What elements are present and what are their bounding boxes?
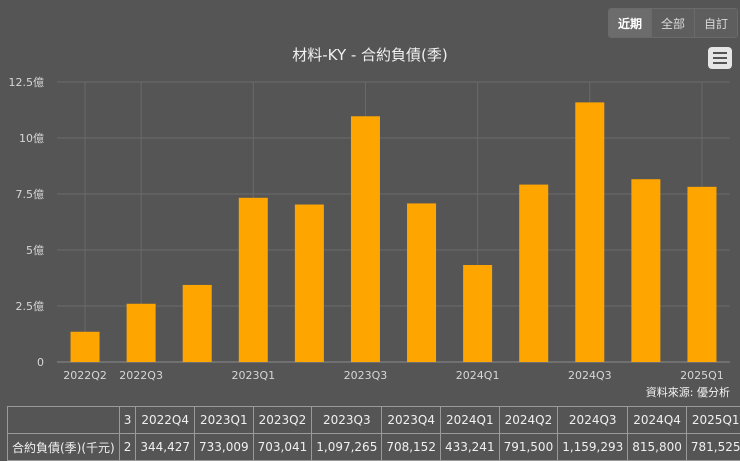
table-cell: 1,159,293	[557, 433, 629, 461]
table-header-cell: 2023Q3	[311, 406, 383, 434]
bar-2023Q1	[238, 197, 268, 362]
x-tick-label: 2022Q2	[63, 369, 107, 382]
x-tick-label: 2025Q1	[680, 369, 724, 382]
table-cell: 433,241	[439, 433, 500, 461]
table-header-cell: 2023Q1	[194, 406, 254, 434]
range-all-button[interactable]: 全部	[651, 9, 694, 37]
table-header-cell: 2025Q1	[685, 406, 740, 434]
table-row: 合約負債(季)(千元) 2 344,427 733,009 703,041 1,097,2…	[7, 433, 740, 461]
table-cell: 1,097,265	[311, 433, 383, 461]
table-header-cell: 2024Q1	[439, 406, 500, 434]
bar-2022Q4	[182, 284, 212, 362]
table-header-cell	[7, 406, 120, 434]
table-header-cell: 2024Q4	[627, 406, 687, 434]
range-recent-button[interactable]: 近期	[609, 9, 651, 37]
bar-2024Q3	[575, 102, 605, 362]
table-header-cell: 2023Q4	[381, 406, 441, 434]
chart-title: 材料-KY - 合約負債(季)	[292, 46, 448, 64]
y-tick-label: 5億	[26, 244, 44, 257]
hamburger-menu-icon[interactable]	[708, 47, 732, 69]
x-tick-label: 2024Q3	[568, 369, 612, 382]
bar-2024Q2	[519, 184, 549, 362]
table-header-row: 3 2022Q4 2023Q1 2023Q2 2023Q3 2023Q4 2024Q1 202…	[7, 406, 740, 434]
range-selector: 近期 全部 自訂	[608, 8, 738, 38]
y-tick-label: 10億	[19, 132, 44, 145]
table-header-cell: 2022Q4	[135, 406, 195, 434]
data-table: 3 2022Q4 2023Q1 2023Q2 2023Q3 2023Q4 2024Q1 202…	[7, 406, 740, 461]
table-cell: 703,041	[252, 433, 313, 461]
y-tick-label: 12.5億	[9, 76, 45, 89]
bar-2022Q3	[126, 303, 156, 362]
table-header-cell: 2023Q2	[252, 406, 313, 434]
table-header-cell: 3	[118, 406, 137, 434]
bar-2023Q3	[350, 116, 380, 362]
table-cell: 781,525	[685, 433, 740, 461]
table-cell: 733,009	[194, 433, 254, 461]
table-cell: 815,800	[627, 433, 687, 461]
table-cell: 791,500	[498, 433, 559, 461]
bar-2023Q4	[407, 203, 437, 362]
y-tick-label: 2.5億	[16, 300, 45, 313]
bar-2022Q2	[70, 331, 100, 362]
x-tick-label: 2024Q1	[456, 369, 500, 382]
bar-2024Q4	[631, 179, 661, 362]
bar-2024Q1	[463, 265, 493, 362]
table-header-cell: 2024Q2	[498, 406, 559, 434]
y-tick-label: 7.5億	[16, 188, 45, 201]
x-tick-label: 2022Q3	[119, 369, 163, 382]
table-cell: 2	[118, 433, 137, 461]
data-source-label: 資料來源: 優分析	[645, 386, 730, 399]
y-tick-label: 0	[37, 356, 44, 369]
table-header-cell: 2024Q3	[557, 406, 629, 434]
bar-chart: 0 2.5億 5億 7.5億 10億 12.5億 2022Q2 2022Q3 2023Q1 202…	[9, 76, 730, 382]
table-row-label: 合約負債(季)(千元)	[7, 433, 120, 461]
x-tick-label: 2023Q3	[344, 369, 388, 382]
table-cell: 344,427	[135, 433, 195, 461]
table-cell: 708,152	[381, 433, 441, 461]
x-tick-label: 2023Q1	[231, 369, 275, 382]
bar-2023Q2	[294, 204, 324, 362]
range-custom-button[interactable]: 自訂	[694, 9, 737, 37]
bar-2025Q1	[687, 186, 717, 362]
